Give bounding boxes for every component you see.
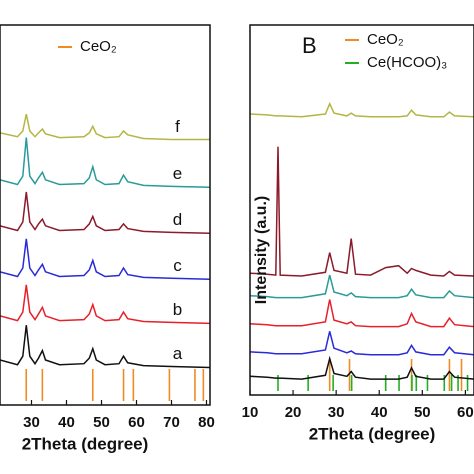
- x-tick-label: 60: [457, 404, 474, 421]
- trace: [250, 274, 474, 299]
- x-tick-label: 10: [242, 404, 259, 421]
- trace: [250, 355, 474, 380]
- plot: [250, 101, 474, 391]
- x-tick-label: 50: [93, 414, 110, 431]
- series-label: b: [173, 300, 182, 319]
- x-tick-label: 50: [414, 404, 431, 421]
- trace: [0, 284, 210, 325]
- x-tick-label: 20: [285, 404, 302, 421]
- x-tick-label: 60: [128, 414, 145, 431]
- trace: [250, 331, 474, 356]
- trace: [0, 191, 210, 235]
- legend-label: CeO₂: [80, 38, 117, 55]
- x-tick-label: 80: [198, 414, 215, 431]
- x-tick-label: 40: [58, 414, 75, 431]
- trace: [0, 113, 210, 141]
- x-tick-label: 70: [163, 414, 180, 431]
- trace: [250, 101, 474, 118]
- series-label: d: [173, 210, 182, 229]
- series-label: a: [173, 344, 183, 363]
- plot: [0, 113, 210, 401]
- x-tick-label: 30: [328, 404, 345, 421]
- x-axis-label: 2Theta (degree): [22, 434, 149, 453]
- series-label: e: [173, 164, 182, 183]
- frame: [249, 24, 474, 396]
- trace: [0, 325, 210, 369]
- trace: [0, 137, 210, 189]
- panel-label: B: [302, 33, 317, 58]
- series-label: c: [173, 256, 182, 275]
- y-axis-label: Intensity (a.u.): [253, 196, 270, 304]
- series-label: f: [175, 117, 180, 136]
- x-tick-label: 30: [23, 414, 40, 431]
- x-axis-label: 2Theta (degree): [309, 424, 436, 443]
- trace: [250, 146, 474, 277]
- frame: [0, 24, 211, 406]
- trace: [0, 238, 210, 281]
- legend-label: Ce(HCOO)₃: [367, 54, 447, 71]
- trace: [250, 299, 474, 328]
- legend-label: CeO₂: [367, 31, 404, 48]
- x-tick-label: 40: [371, 404, 388, 421]
